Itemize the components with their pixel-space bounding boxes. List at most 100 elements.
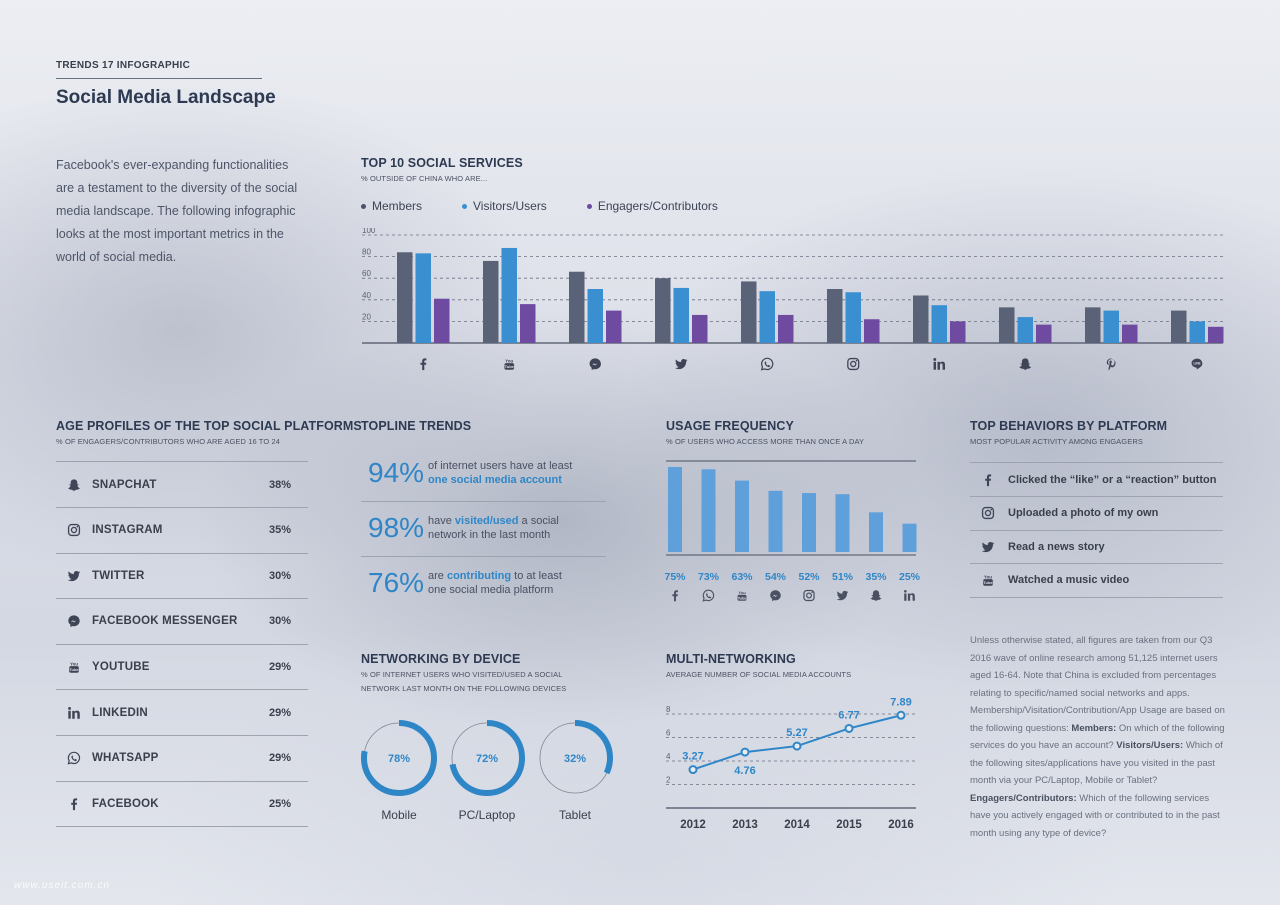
topline-highlight: one social media account: [428, 473, 562, 486]
topline-highlight: visited/used: [454, 514, 519, 527]
line-point: [740, 747, 750, 757]
topline-text: are contributing to at least one social …: [428, 569, 562, 597]
age-row-icon: [66, 705, 82, 721]
bar-engagers-contributors-snapchat: [1036, 324, 1052, 343]
top10-title: TOP 10 SOCIAL SERVICES: [361, 156, 523, 170]
y-tick-label: 100: [362, 228, 376, 235]
usage-data-label: 25%: [899, 571, 921, 583]
bar-engagers-contributors-whatsapp: [778, 314, 794, 343]
bar-engagers-contributors-messenger: [606, 310, 622, 343]
facebook-icon: [985, 473, 992, 486]
header-kicker: TRENDS 17 INFOGRAPHIC: [56, 60, 191, 71]
x-tick-label: 2015: [836, 819, 862, 831]
x-tick-instagram-icon: [847, 357, 860, 371]
behavior-row: Watched a music video: [970, 564, 1223, 598]
legend-visitors: Visitors/Users: [462, 199, 547, 213]
usage-chart: 75% 73% 63% 54% 52% 51% 35% 25%: [664, 460, 921, 602]
x-tick-youtube-icon: [737, 589, 747, 601]
twitter-icon: [981, 541, 995, 552]
x-tick-snapchat-icon: [870, 590, 882, 601]
twitter-icon: [67, 570, 81, 581]
header-divider: [56, 78, 262, 79]
usage-bar-whatsapp: [701, 469, 716, 552]
usage-bar-facebook: [668, 467, 682, 552]
bar-visitors-users-whatsapp: [759, 291, 775, 343]
topline-line: network in the last month: [428, 528, 551, 541]
bar-engagers-contributors-linkedin: [950, 321, 966, 343]
usage-bar-linkedin: [902, 523, 917, 552]
age-row: WHATSAPP 29%: [56, 736, 308, 782]
snapchat-icon: [68, 478, 80, 491]
topline-item: 94% of internet users have at least one …: [360, 450, 605, 495]
usage-data-label: 63%: [731, 571, 753, 583]
donut-arc-pc-laptop: [449, 720, 525, 796]
bar-visitors-users-line: [1189, 321, 1205, 343]
topline-percent: 98%: [368, 511, 425, 543]
top10-subtitle: % OUTSIDE OF CHINA WHO ARE...: [361, 174, 488, 183]
bar-engagers-contributors-line: [1208, 326, 1224, 343]
age-row-icon: [66, 522, 82, 538]
bar-visitors-users-snapchat: [1017, 317, 1033, 343]
age-row: FACEBOOK MESSENGER 30%: [56, 599, 308, 645]
age-row: LINKEDIN 29%: [56, 690, 308, 736]
line-point: [688, 765, 698, 775]
donut-category-label: Mobile: [381, 808, 417, 822]
topline-percent: 76%: [368, 566, 425, 598]
age-row-icon: [66, 796, 82, 812]
usage-data-label: 51%: [832, 571, 854, 583]
messenger-icon: [68, 615, 80, 628]
donut-arc-tablet: [537, 720, 613, 796]
bar-visitors-users-twitter: [673, 287, 689, 343]
donut-arc-mobile: [361, 720, 437, 796]
x-tick-instagram-icon: [803, 589, 815, 602]
bar-visitors-users-facebook: [415, 253, 431, 343]
top10-legend: Members Visitors/Users Engagers/Contribu…: [361, 199, 718, 213]
topline-line: are contributing to at least: [428, 569, 562, 583]
legend-label: Members: [372, 199, 423, 213]
usage-data-label: 75%: [664, 571, 686, 583]
donut-value-label: 32%: [564, 753, 586, 765]
notes-bold: Members:: [1071, 722, 1117, 734]
topline-line: one social media platform: [428, 583, 554, 596]
age-row: SNAPCHAT 38%: [56, 462, 308, 508]
bar-engagers-contributors-instagram: [864, 319, 880, 343]
behaviors-top-divider: [970, 462, 1223, 463]
topline-fragment: to at least: [511, 569, 562, 582]
age-row-value: 29%: [268, 706, 291, 719]
device-subtitle: NETWORK LAST MONTH ON THE FOLLOWING DEVI…: [361, 684, 567, 693]
notes-text: On which of the following services do yo…: [970, 722, 1225, 752]
notes-text: Which of the following services have you…: [970, 792, 1220, 839]
usage-data-label: 52%: [798, 571, 820, 583]
line-data-label: 6.77: [838, 709, 859, 721]
topline-item: 98% have visited/used a social network i…: [360, 505, 605, 550]
notes-bold: Engagers/Contributors:: [970, 792, 1077, 804]
intro-line: are a testament to the diversity of the …: [56, 181, 298, 195]
topline-item: 76% are contributing to at least one soc…: [360, 560, 605, 605]
usage-title: USAGE FREQUENCY: [666, 419, 794, 433]
x-tick-messenger-icon: [589, 358, 601, 371]
age-row-name: INSTAGRAM: [92, 524, 163, 537]
bar-members-facebook: [397, 252, 413, 343]
x-tick-label: 2013: [732, 819, 758, 831]
multi-subtitle: AVERAGE NUMBER OF SOCIAL MEDIA ACCOUNTS: [666, 670, 852, 679]
x-tick-linkedin-icon: [933, 358, 946, 370]
x-tick-label: 2014: [784, 819, 810, 831]
intro-line: world of social media.: [56, 250, 177, 264]
behavior-row-text: Uploaded a photo of my own: [1008, 507, 1159, 519]
behaviors-title: TOP BEHAVIORS BY PLATFORM: [970, 419, 1168, 433]
usage-bar-twitter: [835, 494, 850, 552]
x-tick-twitter-icon: [836, 590, 849, 601]
legend-label: Engagers/Contributors: [597, 199, 718, 213]
bar-engagers-contributors-youtube: [520, 304, 536, 343]
y-tick-label: 6: [666, 729, 671, 738]
usage-data-label: 35%: [865, 571, 887, 583]
multi-title: MULTI-NETWORKING: [666, 652, 796, 666]
legend-engagers: Engagers/Contributors: [586, 199, 718, 213]
usage-subtitle: % OF USERS WHO ACCESS MORE THAN ONCE A D…: [666, 437, 865, 446]
age-subtitle: % OF ENGAGERS/CONTRIBUTORS WHO ARE AGED …: [56, 437, 281, 446]
line-point: [844, 723, 854, 733]
age-row-value: 29%: [268, 752, 291, 765]
x-tick-line-icon: [1191, 358, 1203, 370]
x-tick-messenger-icon: [770, 590, 781, 602]
